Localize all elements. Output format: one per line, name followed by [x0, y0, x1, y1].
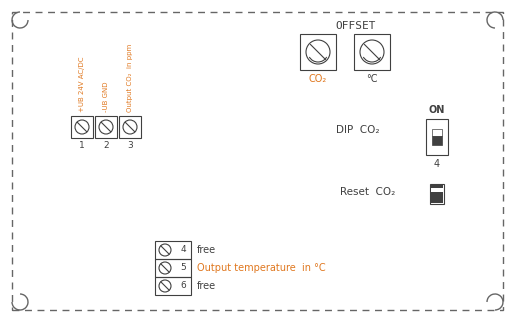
Bar	[430, 184, 444, 204]
Text: 4: 4	[434, 159, 440, 169]
Bar	[300, 34, 336, 70]
Bar	[431, 185, 443, 203]
Text: 6: 6	[180, 281, 186, 290]
Bar	[119, 116, 141, 138]
Bar	[426, 119, 448, 155]
Text: free: free	[197, 245, 216, 255]
Text: Reset  CO₂: Reset CO₂	[340, 187, 396, 197]
Text: ON: ON	[429, 105, 445, 115]
Bar	[431, 188, 443, 192]
Text: 1: 1	[79, 141, 85, 150]
Text: Output temperature  in °C: Output temperature in °C	[197, 263, 325, 273]
Text: Output CO₂  in ppm: Output CO₂ in ppm	[127, 44, 133, 112]
Bar	[432, 136, 442, 145]
Text: 2: 2	[103, 141, 109, 150]
Text: +UB 24V AC/DC: +UB 24V AC/DC	[79, 56, 85, 112]
Bar	[71, 116, 93, 138]
Bar	[354, 34, 390, 70]
Text: OFFSET: OFFSET	[336, 21, 376, 31]
Bar	[432, 129, 442, 136]
Text: free: free	[197, 281, 216, 291]
Text: 3: 3	[127, 141, 133, 150]
Text: 4: 4	[180, 245, 186, 254]
Text: 5: 5	[180, 263, 186, 272]
Bar	[155, 259, 191, 277]
Text: °C: °C	[366, 74, 377, 84]
Bar	[155, 277, 191, 295]
Text: CO₂: CO₂	[309, 74, 327, 84]
Bar	[155, 241, 191, 259]
Text: -UB GND: -UB GND	[103, 81, 109, 112]
Bar	[95, 116, 117, 138]
Text: DIP  CO₂: DIP CO₂	[336, 125, 380, 135]
